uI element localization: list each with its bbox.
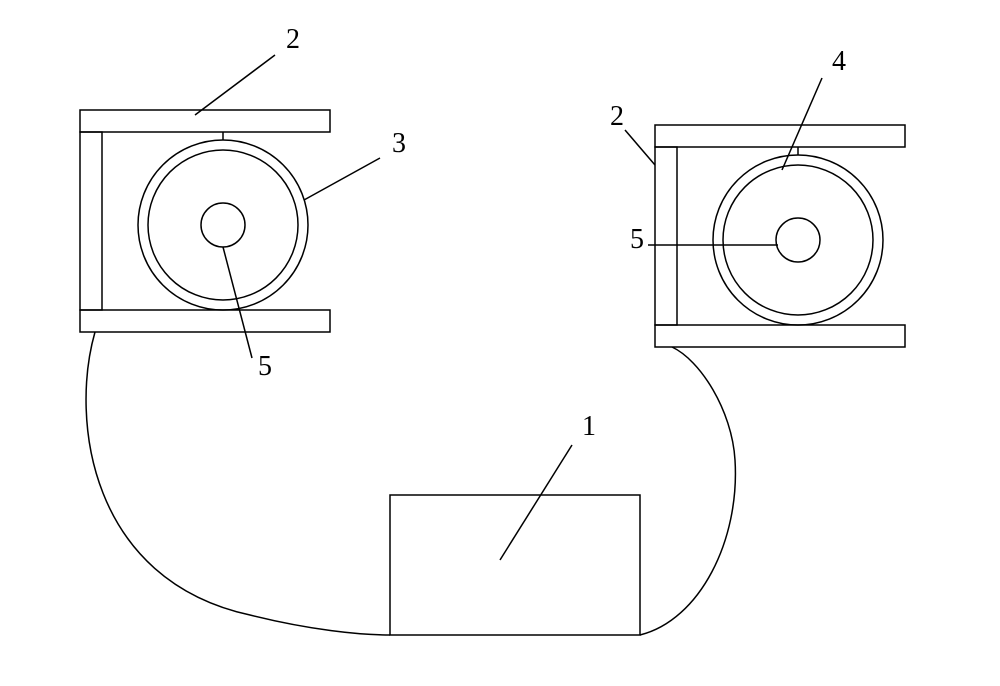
label-3-leader <box>304 158 380 200</box>
label-5-left: 5 <box>258 351 272 382</box>
label-2-right: 2 <box>610 101 624 132</box>
label-4: 4 <box>832 46 846 77</box>
label-5-left-leader <box>223 247 252 358</box>
wire-right <box>640 347 735 635</box>
technical-diagram: 2 3 5 1 2 4 5 <box>0 0 1000 686</box>
right-hub <box>776 218 820 262</box>
label-1-leader <box>500 445 572 560</box>
label-5-right: 5 <box>630 224 644 255</box>
wire-left <box>86 332 390 635</box>
left-outer-ring <box>138 140 308 310</box>
right-bottom-plate <box>655 325 905 347</box>
label-2-right-leader <box>625 130 655 165</box>
left-inner-ring <box>148 150 298 300</box>
label-2-left: 2 <box>286 24 300 55</box>
right-outer-ring <box>713 155 883 325</box>
label-2-left-leader <box>195 55 275 115</box>
label-3: 3 <box>392 128 406 159</box>
left-hub <box>201 203 245 247</box>
right-top-plate <box>655 125 905 147</box>
left-side-wall <box>80 132 102 310</box>
label-1: 1 <box>582 411 596 442</box>
left-bottom-plate <box>80 310 330 332</box>
right-inner-ring <box>723 165 873 315</box>
left-top-plate <box>80 110 330 132</box>
control-box <box>390 495 640 635</box>
right-side-wall <box>655 147 677 325</box>
